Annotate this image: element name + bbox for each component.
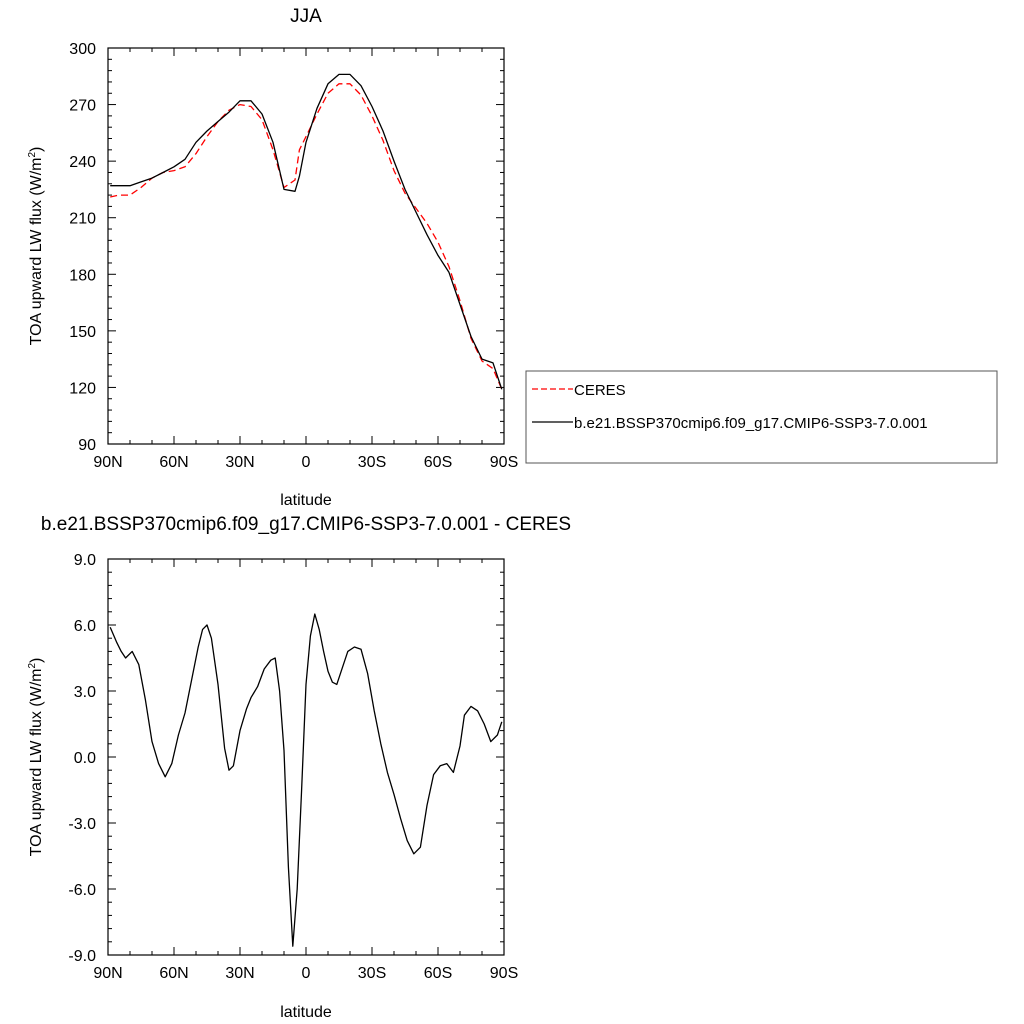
panel-1-y-axis-title-sup: 2 — [27, 152, 38, 158]
panel-1: JJA 90N 60N 30N 0 30S 60S 90S 90 120 150 180 210 24… — [27, 6, 518, 509]
legend: CERES b.e21.BSSP370cmip6.f09_g17.CMIP6-S… — [525, 370, 998, 464]
panel-2-title: b.e21.BSSP370cmip6.f09_g17.CMIP6-SSP3-7.… — [41, 514, 571, 535]
panel-1-y-tick-label: 210 — [69, 211, 96, 228]
panel-2-y-axis-title: TOA upward LW flux (W/m2) — [27, 658, 45, 857]
panel-2-y-axis: -9.0 -6.0 -3.0 0.0 3.0 6.0 9.0 — [68, 552, 504, 965]
panel-2: b.e21.BSSP370cmip6.f09_g17.CMIP6-SSP3-7.… — [27, 514, 571, 1021]
panel-2-x-tick-label: 30N — [225, 965, 254, 982]
panel-2-x-axis-title: latitude — [280, 1004, 332, 1021]
panel-1-y-tick-label: 240 — [69, 154, 96, 171]
panel-1-series-line-2 — [110, 73, 503, 390]
panel-2-x-tick-label: 0 — [302, 965, 311, 982]
panel-2-y-tick-label: -6.0 — [68, 882, 96, 899]
panel-2-x-tick-label: 60N — [159, 965, 188, 982]
panel-1-series-group — [110, 73, 503, 390]
panel-1-x-tick-label: 90S — [490, 454, 518, 471]
panel-2-series-group — [109, 613, 503, 947]
panel-2-y-tick-label: 9.0 — [74, 552, 96, 569]
panel-2-series-line-1 — [109, 613, 503, 947]
panel-1-x-tick-label: 0 — [302, 454, 311, 471]
panel-2-x-tick-label: 30S — [358, 965, 386, 982]
panel-1-y-axis-title: TOA upward LW flux (W/m2) — [27, 147, 45, 346]
panel-1-series-line-1 — [110, 83, 503, 390]
panel-2-y-tick-label: 0.0 — [74, 750, 96, 767]
panel-1-y-tick-label: 90 — [78, 437, 96, 454]
legend-label-model: b.e21.BSSP370cmip6.f09_g17.CMIP6-SSP3-7.… — [574, 415, 928, 432]
panel-2-plot-frame — [107, 558, 505, 956]
panel-1-y-tick-label: 120 — [69, 380, 96, 397]
panel-1-y-axis-title-suffix: ) — [28, 147, 45, 152]
panel-1-x-tick-label: 30N — [225, 454, 254, 471]
panel-1-x-axis-title: latitude — [280, 492, 332, 509]
panel-1-x-tick-label: 90N — [93, 454, 122, 471]
panel-2-y-axis-title-suffix: ) — [28, 658, 45, 663]
panel-2-x-tick-label: 90S — [490, 965, 518, 982]
panel-1-plot-frame — [107, 47, 505, 445]
panel-2-y-tick-label: 3.0 — [74, 684, 96, 701]
panel-1-y-axis: 90 120 150 180 210 240 270 300 — [69, 41, 504, 454]
panel-2-y-tick-label: 6.0 — [74, 618, 96, 635]
panel-1-x-tick-label: 60N — [159, 454, 188, 471]
panel-1-x-axis: 90N 60N 30N 0 30S 60S 90S — [93, 48, 518, 471]
panel-1-y-tick-label: 150 — [69, 324, 96, 341]
panel-2-x-tick-label: 60S — [424, 965, 452, 982]
panel-1-x-tick-label: 30S — [358, 454, 386, 471]
panel-1-title: JJA — [290, 6, 322, 27]
panel-1-x-tick-label: 60S — [424, 454, 452, 471]
panel-2-y-axis-title-sup: 2 — [27, 663, 38, 669]
legend-box — [525, 370, 998, 464]
panel-1-y-tick-label: 180 — [69, 267, 96, 284]
panel-2-y-axis-title-prefix: TOA upward LW flux (W/m — [28, 669, 45, 857]
panel-1-y-tick-label: 270 — [69, 98, 96, 115]
panel-2-y-tick-label: -9.0 — [68, 948, 96, 965]
panel-1-y-tick-label: 300 — [69, 41, 96, 58]
panel-2-x-tick-label: 90N — [93, 965, 122, 982]
panel-1-y-axis-title-prefix: TOA upward LW flux (W/m — [28, 158, 45, 346]
panel-2-y-tick-label: -3.0 — [68, 816, 96, 833]
legend-label-ceres: CERES — [574, 382, 626, 399]
panel-2-x-axis: 90N 60N 30N 0 30S 60S 90S — [93, 559, 518, 982]
